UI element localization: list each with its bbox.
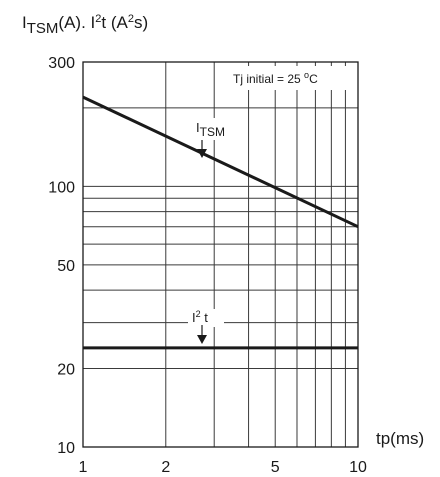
annotation-text: Tj initial = 25 oC [233,70,318,86]
plot-frame [82,61,359,448]
plot-border [82,61,359,448]
y-axis-title-sub: TSM [27,20,59,37]
series-lines [82,95,359,350]
itsm-label: ITSM [196,120,225,139]
y-axis-title-main: I [22,13,27,32]
y-axis-title-sup: 2 [95,13,101,25]
y-axis-title: ITSM(A). I2t (A2s) [22,13,148,37]
itsm-arrow-head [197,149,207,158]
itsm-label-sub: TSM [200,125,225,139]
y-tick-50: 50 [57,258,75,275]
x-tick-1: 1 [79,459,88,476]
y-tick-10: 10 [57,440,75,457]
annotation-text-post: C [309,72,318,86]
i2t-label-main: I [192,310,196,325]
y-tick-100: 100 [48,179,75,196]
y-tick-300: 300 [48,55,75,72]
annotation-box: Tj initial = 25 oC [224,66,353,90]
y-axis-title-tail: t (A [101,13,128,32]
x-tick-5: 5 [271,459,280,476]
series-line-0 [82,95,359,229]
x-tick-10: 10 [349,459,367,476]
y-axis-title-rest: (A). I [58,13,95,32]
x-tick-2: 2 [161,459,170,476]
i2t-label-sup: 2 [196,309,201,319]
x-tick-labels: 1 2 5 10 [79,459,367,476]
i2t-arrow-head [197,335,207,344]
annotation-text-deg: o [304,70,309,80]
i2t-label: I2 t [192,309,208,325]
y-axis-title-end: s) [134,13,148,32]
y-axis-title-sup2: 2 [128,13,134,25]
i2t-label-group: I2 t [188,309,224,344]
x-axis-title: tp(ms) [376,429,424,448]
itsm-label-main: I [196,120,200,135]
itsm-label-group: ITSM [192,118,232,158]
y-tick-labels: 10 20 50 100 300 [48,55,75,457]
i2t-label-tail: t [201,310,209,325]
annotation-text-pre: Tj initial = 25 [233,72,304,86]
y-tick-20: 20 [57,362,75,379]
